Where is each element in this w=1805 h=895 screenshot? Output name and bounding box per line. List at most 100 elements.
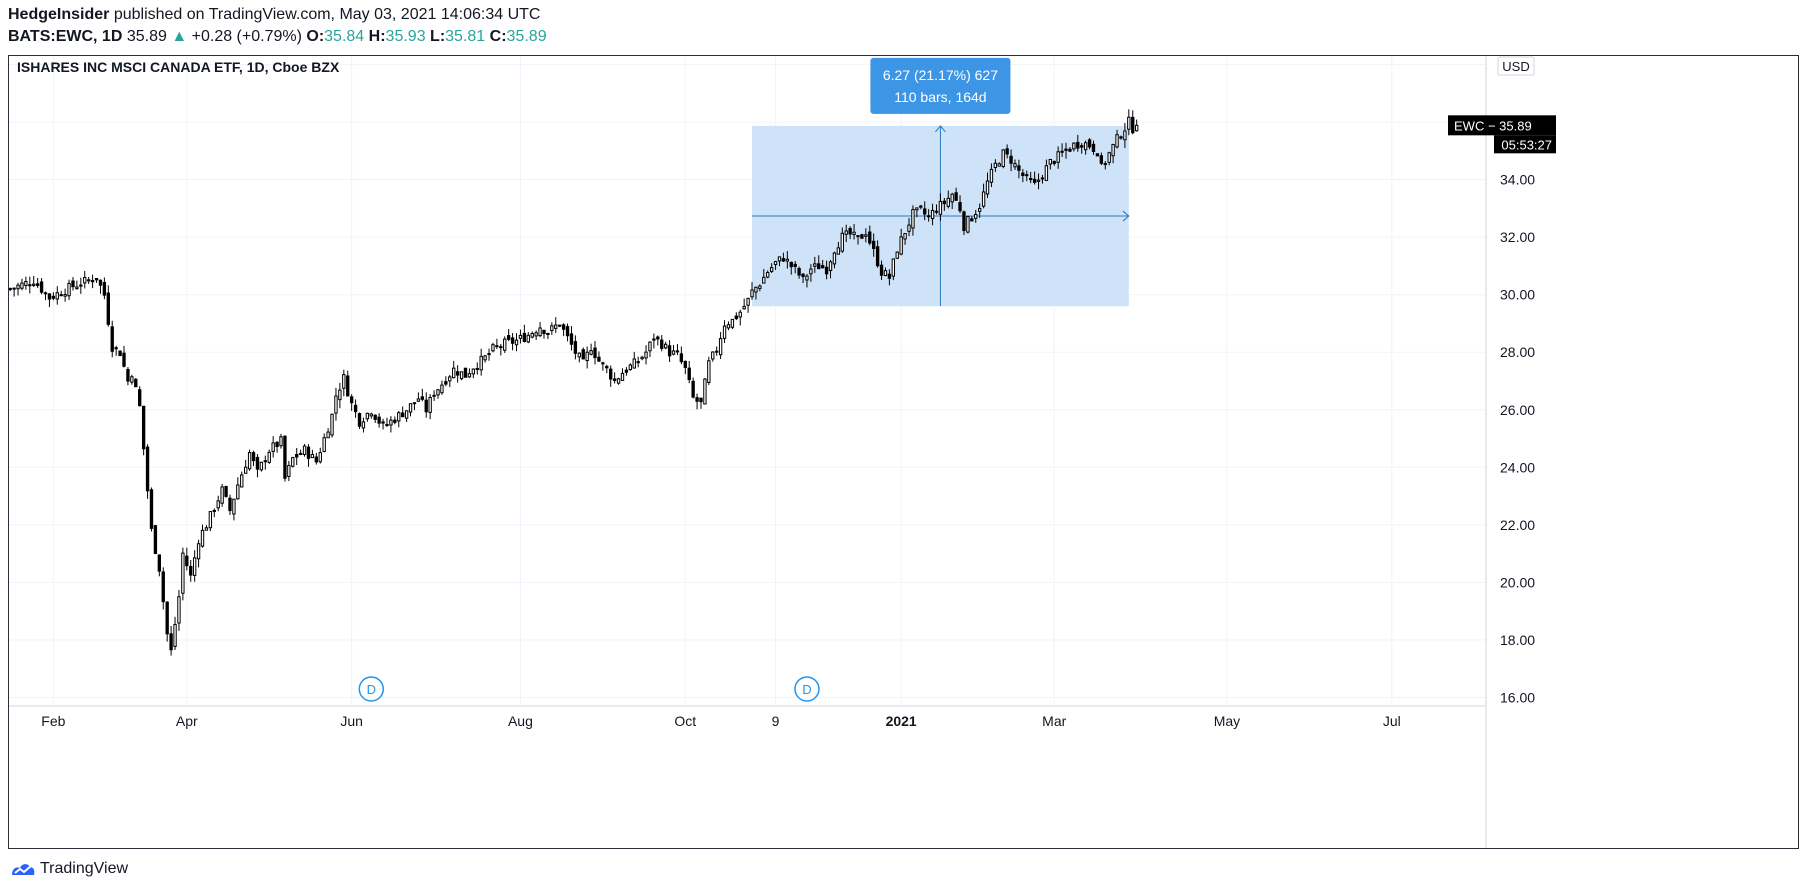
candle-body xyxy=(43,292,48,295)
candle-body xyxy=(934,210,939,213)
candle-body xyxy=(522,332,527,342)
candle-body xyxy=(240,474,244,488)
candle-body xyxy=(55,292,59,300)
tradingview-brand: TradingView xyxy=(40,860,129,877)
candle-body xyxy=(809,268,813,275)
candle-body xyxy=(868,231,872,244)
candle-body xyxy=(1072,142,1076,150)
candle-body xyxy=(393,419,397,423)
open-value: 35.84 xyxy=(324,28,365,45)
candle-body xyxy=(872,240,876,249)
candle-body xyxy=(244,466,248,474)
candle-body xyxy=(349,396,354,404)
candle-body xyxy=(471,368,476,375)
candle-body xyxy=(546,332,550,335)
candle-body xyxy=(923,208,927,215)
candle-body xyxy=(993,162,998,169)
candle-body xyxy=(766,272,770,278)
candle-body xyxy=(777,256,782,262)
close-label: C: xyxy=(489,28,507,45)
candle-body xyxy=(365,412,370,420)
candle-body xyxy=(122,352,126,367)
candle-body xyxy=(640,356,644,360)
candle-body xyxy=(793,263,797,268)
candle-body xyxy=(506,335,511,340)
candle-body xyxy=(1036,179,1041,182)
candle-body xyxy=(730,318,735,328)
candle-body xyxy=(550,325,554,332)
candle-body xyxy=(192,557,197,576)
candle-body xyxy=(962,211,966,232)
candle-body xyxy=(408,403,413,413)
candle-body xyxy=(373,414,377,420)
candle-body xyxy=(106,292,110,325)
candle-body xyxy=(742,305,746,310)
candle-body xyxy=(455,371,460,376)
candle-body xyxy=(232,498,236,515)
candle-body xyxy=(1127,116,1131,130)
candle-body xyxy=(98,279,103,286)
candle-body xyxy=(773,261,778,265)
candle-body xyxy=(83,276,87,284)
candle-body xyxy=(1123,130,1127,141)
candle-body xyxy=(565,326,570,337)
candle-body xyxy=(28,284,32,287)
candle-body xyxy=(255,456,260,470)
candle-body xyxy=(185,555,189,567)
candle-body xyxy=(283,435,287,479)
candle-body xyxy=(87,279,91,282)
candle-body xyxy=(593,347,597,359)
tradingview-footer[interactable]: TradingView xyxy=(10,860,128,878)
candle-body xyxy=(326,431,330,439)
candle-body xyxy=(616,378,621,384)
candle-body xyxy=(291,457,295,467)
chart-frame[interactable]: 6.27 (21.17%) 627 110 bars, 164d ISHARES I… xyxy=(8,55,1799,849)
publisher-name[interactable]: HedgeInsider xyxy=(8,6,110,23)
y-tick-label: 20.00 xyxy=(1500,574,1535,590)
candle-body xyxy=(59,294,63,297)
candle-body xyxy=(510,337,515,344)
candle-body xyxy=(801,273,805,278)
candle-body xyxy=(609,368,613,380)
candle-body xyxy=(558,324,562,327)
candle-body xyxy=(848,227,852,235)
candle-body xyxy=(942,200,947,205)
candle-body xyxy=(503,338,507,351)
candle-body xyxy=(864,234,868,237)
candle-body xyxy=(785,258,790,262)
candle-body xyxy=(444,381,448,385)
candle-body xyxy=(389,419,393,426)
x-tick-label: Jun xyxy=(340,713,363,729)
candle-body xyxy=(926,215,931,218)
candle-body xyxy=(844,230,848,235)
currency-badge xyxy=(1497,56,1535,76)
candle-body xyxy=(883,270,888,277)
candle-body xyxy=(1064,148,1068,151)
symbol-label: BATS:EWC, 1D xyxy=(8,28,123,45)
candle-body xyxy=(448,376,452,382)
close-value: 35.89 xyxy=(506,28,547,45)
candle-body xyxy=(1095,153,1100,157)
candle-body xyxy=(149,489,154,529)
candle-body xyxy=(612,378,617,381)
candle-body xyxy=(903,233,907,240)
candle-body xyxy=(71,280,75,288)
candle-body xyxy=(911,209,915,229)
candle-body xyxy=(24,280,28,287)
candle-body xyxy=(1134,124,1139,132)
candle-body xyxy=(797,267,801,276)
currency-label: USD xyxy=(1502,59,1529,74)
candle-body xyxy=(644,351,648,359)
candle-body xyxy=(342,374,346,389)
candle-body xyxy=(958,202,962,212)
candle-body xyxy=(440,384,444,394)
y-tick-label: 22.00 xyxy=(1500,517,1535,533)
candle-body xyxy=(1115,134,1119,148)
candle-body xyxy=(259,461,264,471)
range-badge-line1: 6.27 (21.17%) 627 xyxy=(883,67,998,83)
candle-body xyxy=(970,218,974,222)
candle-body xyxy=(538,327,542,337)
candle-body xyxy=(220,486,224,504)
price-chart[interactable]: 6.27 (21.17%) 627 110 bars, 164d ISHARES I… xyxy=(9,56,1798,848)
y-tick-label: 28.00 xyxy=(1500,344,1535,360)
